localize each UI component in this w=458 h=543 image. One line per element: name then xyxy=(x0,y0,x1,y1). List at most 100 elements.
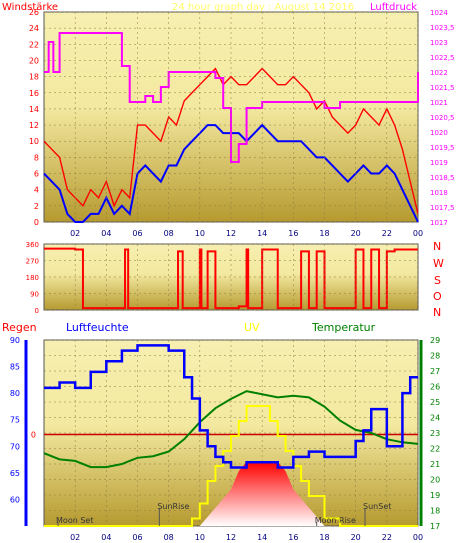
wind-tick-label: 8 xyxy=(34,153,39,162)
sun-rise-label: SunRise xyxy=(157,502,189,511)
pressure-tick-label: 1022 xyxy=(430,69,448,77)
time-tick-label: 04 xyxy=(101,229,111,238)
humidity-line xyxy=(44,344,418,469)
direction-tick-label: 90 xyxy=(30,291,39,299)
wind-tick-label: 2 xyxy=(34,202,39,211)
time-tick-label: 10 xyxy=(195,229,205,238)
humidity-tick-label: 70 xyxy=(10,442,20,451)
pressure-tick-label: 1024 xyxy=(430,9,448,17)
chart-title: 24 hour graph day : August 14 2016 xyxy=(172,2,354,13)
temperature-tick-label: 22 xyxy=(430,445,440,454)
temperature-tick-label: 25 xyxy=(430,398,440,407)
direction-tick-label: 180 xyxy=(26,274,39,282)
compass-n2: N xyxy=(433,306,441,319)
rain-area xyxy=(44,462,418,526)
pressure-tick-label: 1020 xyxy=(430,129,448,137)
temperature-tick-label: 17 xyxy=(430,522,440,531)
time-tick-label: 06 xyxy=(132,229,142,238)
uv-label: UV xyxy=(244,321,260,334)
temperature-tick-label: 29 xyxy=(430,336,440,345)
compass-s: S xyxy=(434,274,441,287)
humidity-label: Luftfeuchte xyxy=(66,321,129,334)
pressure-tick-label: 1019 xyxy=(430,159,448,167)
time-tick-label: 20 xyxy=(351,533,361,542)
time-tick-label: 02 xyxy=(70,533,80,542)
humidity-tick-label: 85 xyxy=(10,363,20,372)
time-tick-label: 08 xyxy=(164,229,174,238)
time-tick-label: 20 xyxy=(351,229,361,238)
wind-tick-label: 22 xyxy=(29,40,39,49)
pressure-tick-label: 1018 xyxy=(430,189,448,197)
time-tick-label: 14 xyxy=(257,533,267,542)
time-tick-label: 10 xyxy=(195,533,205,542)
pressure-tick-label: 1017 xyxy=(430,219,448,227)
wind-tick-label: 16 xyxy=(29,89,39,98)
pressure-label: Luftdruck xyxy=(370,2,417,13)
wind-tick-label: 4 xyxy=(34,186,39,195)
pressure-tick-label: 1023 xyxy=(430,39,448,47)
pressure-tick-label: 1023,5 xyxy=(430,24,455,32)
humidity-tick-label: 65 xyxy=(10,469,20,478)
temperature-tick-label: 21 xyxy=(430,460,440,469)
time-tick-label: 02 xyxy=(70,229,80,238)
wind-tick-label: 0 xyxy=(34,218,39,227)
temperature-tick-label: 26 xyxy=(430,383,440,392)
wind-tick-label: 14 xyxy=(29,105,39,114)
time-tick-label: 18 xyxy=(319,533,329,542)
moon-rise-label: Moon Rise xyxy=(315,516,356,525)
temperature-line xyxy=(43,390,419,469)
temperature-tick-label: 19 xyxy=(430,491,440,500)
time-tick-label: 00 xyxy=(413,229,423,238)
wind-tick-label: 26 xyxy=(29,8,39,17)
time-tick-label: 04 xyxy=(101,533,111,542)
time-tick-label: 22 xyxy=(382,533,392,542)
humidity-tick-label: 75 xyxy=(10,416,20,425)
sun-set-label: SunSet xyxy=(363,502,391,511)
pressure-tick-label: 1021,5 xyxy=(430,84,455,92)
wind-tick-label: 6 xyxy=(34,170,39,179)
wind-tick-label: 24 xyxy=(29,24,39,33)
pressure-tick-label: 1017,5 xyxy=(430,204,455,212)
wind-tick-label: 12 xyxy=(29,121,39,130)
temperature-tick-label: 27 xyxy=(430,367,440,376)
temperature-tick-label: 20 xyxy=(430,476,440,485)
moon-set-label: Moon Set xyxy=(56,516,93,525)
time-tick-label: 12 xyxy=(226,229,236,238)
rain-zero-label: 0 xyxy=(31,431,36,440)
temperature-label: Temperatur xyxy=(311,321,376,334)
compass-w: W xyxy=(433,257,444,270)
direction-tick-label: 0 xyxy=(35,307,39,315)
time-tick-label: 08 xyxy=(164,533,174,542)
pressure-tick-label: 1018,5 xyxy=(430,174,455,182)
time-tick-label: 18 xyxy=(319,229,329,238)
temperature-tick-label: 28 xyxy=(430,352,440,361)
humidity-tick-label: 80 xyxy=(10,389,20,398)
pressure-tick-label: 1019,5 xyxy=(430,144,455,152)
wind-tick-label: 18 xyxy=(29,73,39,82)
humidity-tick-label: 90 xyxy=(10,336,20,345)
time-tick-label: 16 xyxy=(288,229,298,238)
time-tick-label: 22 xyxy=(382,229,392,238)
time-tick-label: 00 xyxy=(413,533,423,542)
compass-n: N xyxy=(433,240,441,253)
time-tick-label: 12 xyxy=(226,533,236,542)
wind-tick-label: 10 xyxy=(29,137,39,146)
rain-label: Regen xyxy=(2,321,37,334)
pressure-tick-label: 1020,5 xyxy=(430,114,455,122)
pressure-line xyxy=(44,32,419,163)
uv-line xyxy=(44,405,418,527)
pressure-tick-label: 1022,5 xyxy=(430,54,455,62)
time-tick-label: 14 xyxy=(257,229,267,238)
time-tick-label: 06 xyxy=(132,533,142,542)
temperature-tick-label: 23 xyxy=(430,429,440,438)
time-tick-label: 16 xyxy=(288,533,298,542)
wind-gust-line xyxy=(43,67,419,215)
wind-tick-label: 20 xyxy=(29,56,39,65)
temperature-tick-label: 18 xyxy=(430,507,440,516)
wind-label: Windstärke xyxy=(2,2,58,13)
direction-tick-label: 270 xyxy=(26,258,39,266)
humidity-tick-label: 60 xyxy=(10,495,20,504)
direction-tick-label: 360 xyxy=(26,241,39,249)
